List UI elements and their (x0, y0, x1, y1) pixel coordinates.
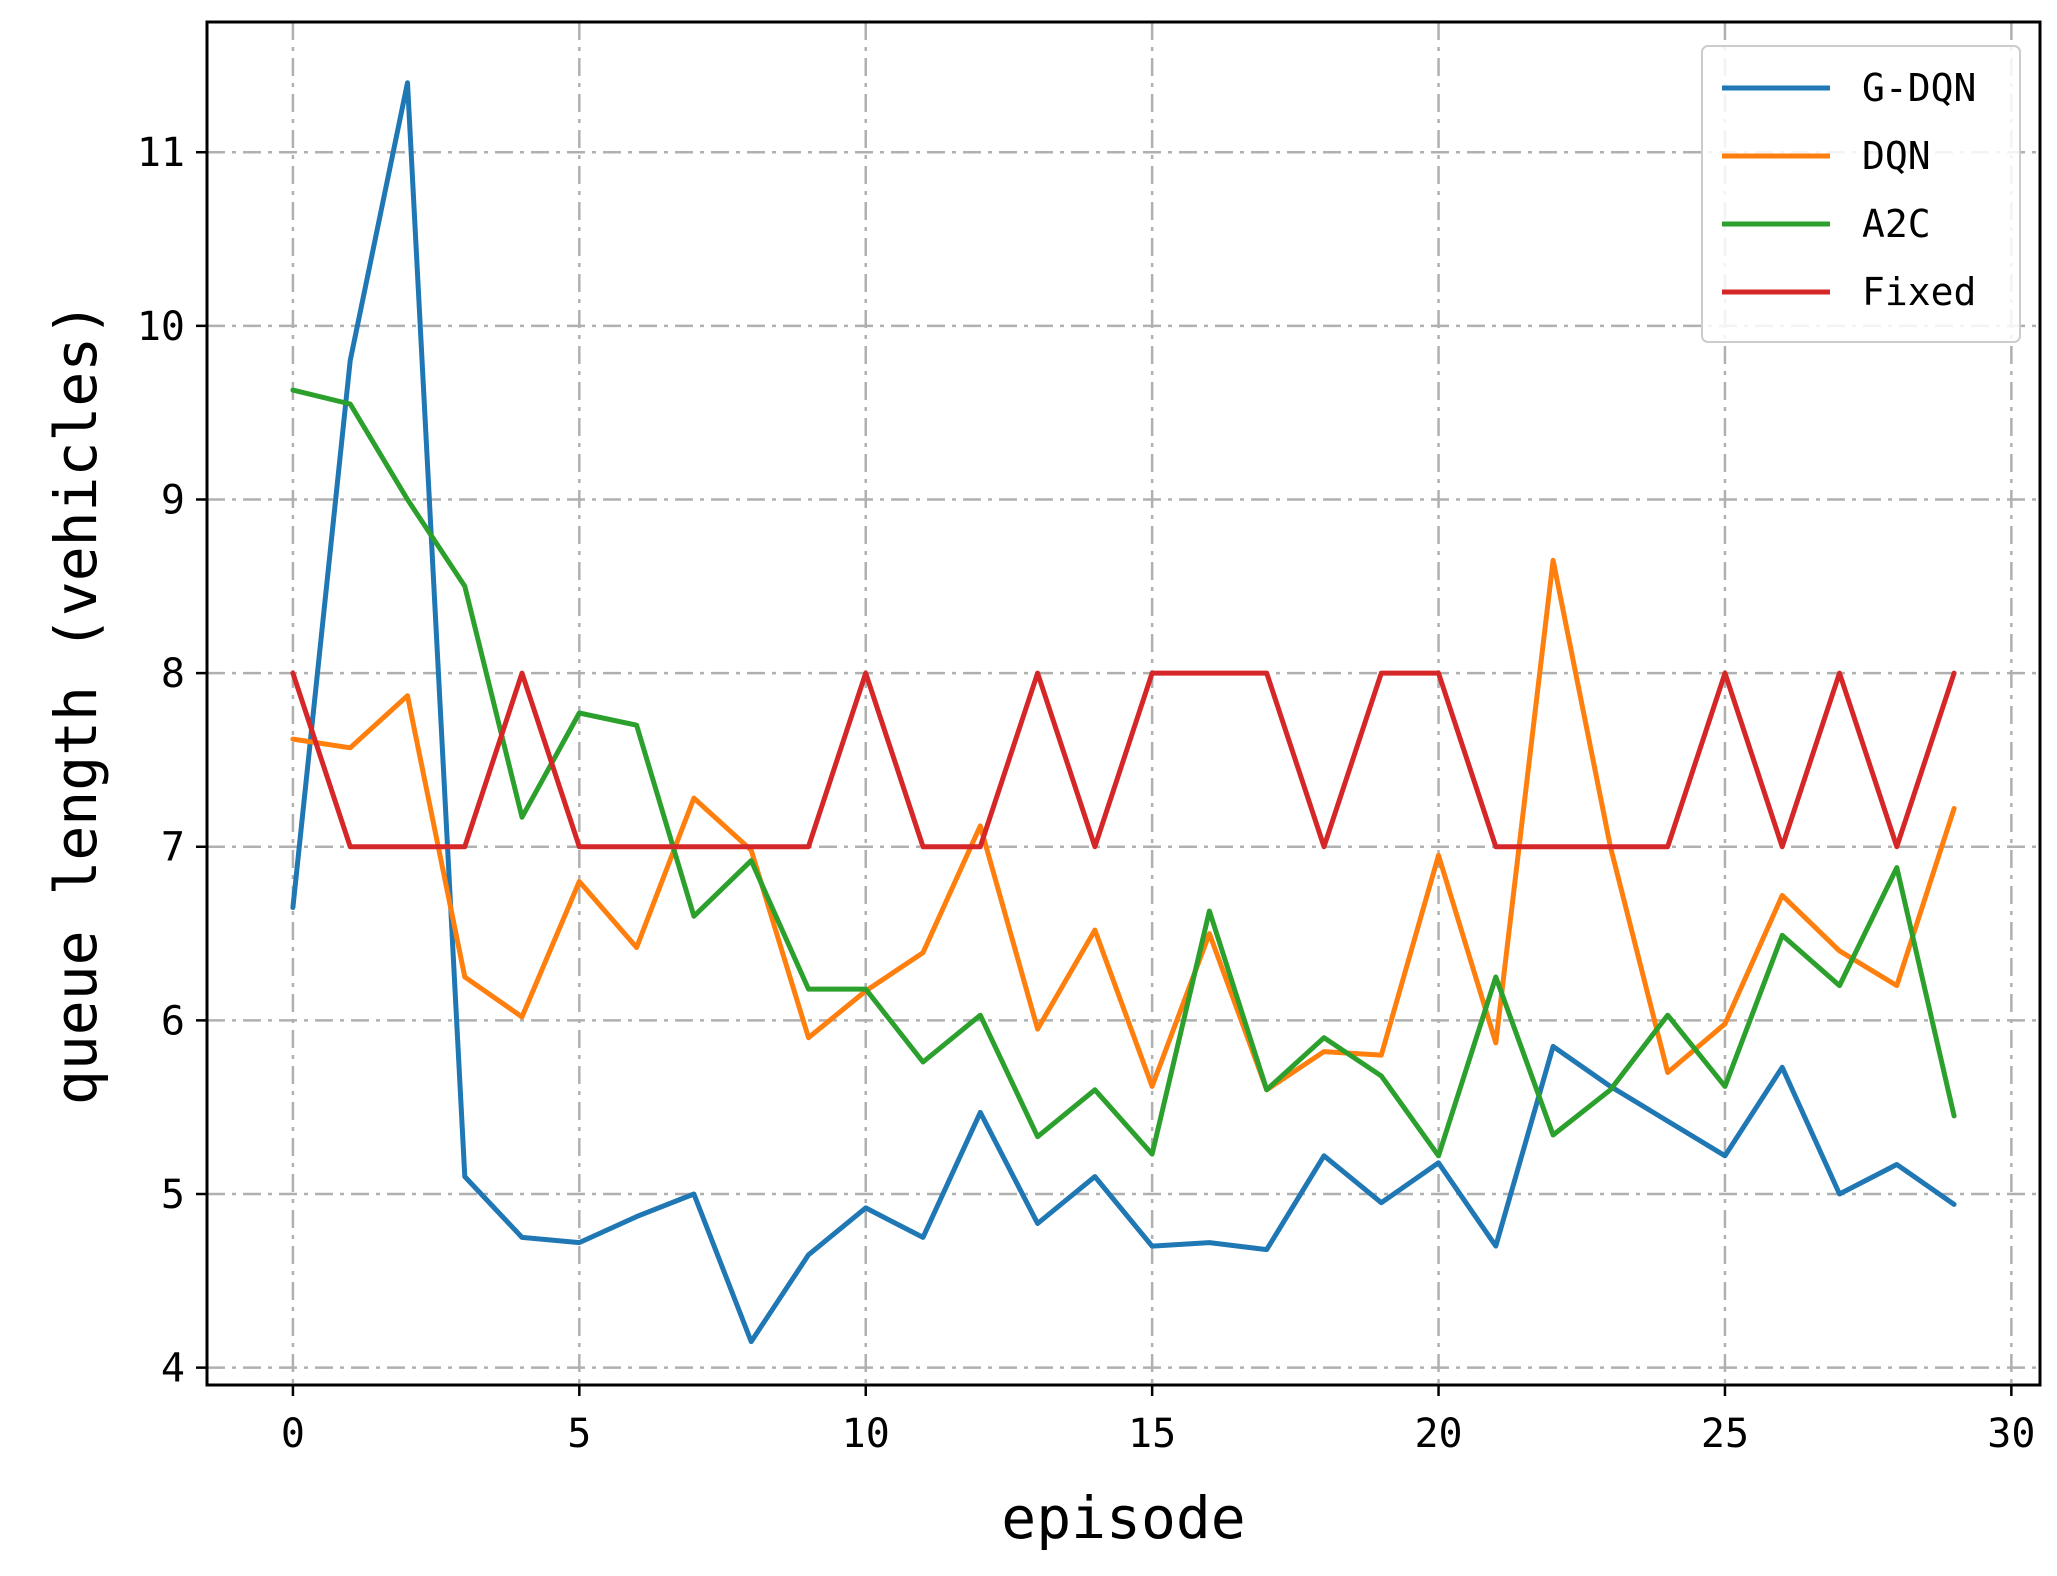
y-axis-ticks: 4 5 6 7 8 9 10 11 (137, 130, 207, 1392)
y-tick-label: 10 (137, 304, 185, 350)
y-tick-label: 4 (161, 1346, 185, 1392)
x-tick-label: 25 (1701, 1411, 1749, 1457)
x-tick-label: 0 (281, 1411, 305, 1457)
x-tick-label: 15 (1128, 1411, 1176, 1457)
x-tick-label: 10 (842, 1411, 890, 1457)
plot-frame (205, 20, 2042, 1387)
x-tick-label: 20 (1414, 1411, 1462, 1457)
y-tick-label: 11 (137, 130, 185, 176)
y-tick-label: 7 (161, 825, 185, 871)
legend-box (1701, 45, 2021, 343)
series-line-a2c (290, 387, 1957, 1159)
y-axis-label: queue length (vehicles) (42, 302, 110, 1105)
y-tick-label: 9 (161, 477, 185, 523)
legend-label-fixed: Fixed (1862, 270, 1976, 314)
legend-label-a2c: A2C (1862, 202, 1931, 246)
y-tick-label: 5 (161, 1172, 185, 1218)
series-line-dqn (290, 557, 1957, 1093)
x-tick-label: 5 (567, 1411, 591, 1457)
legend-label-g-dqn: G-DQN (1862, 66, 1976, 110)
legend: G-DQN DQN A2C Fixed (1701, 45, 2021, 343)
y-tick-label: 6 (161, 998, 185, 1044)
x-axis-label: episode (1001, 1484, 1245, 1552)
y-tick-label: 8 (161, 651, 185, 697)
series-line-fixed (290, 670, 1957, 850)
series-line-g-dqn (290, 80, 1957, 1345)
legend-label-dqn: DQN (1862, 134, 1931, 178)
x-axis-ticks: 0 5 10 15 20 25 30 (281, 1385, 2035, 1457)
x-tick-label: 30 (1987, 1411, 2035, 1457)
series-lines (290, 80, 1957, 1345)
